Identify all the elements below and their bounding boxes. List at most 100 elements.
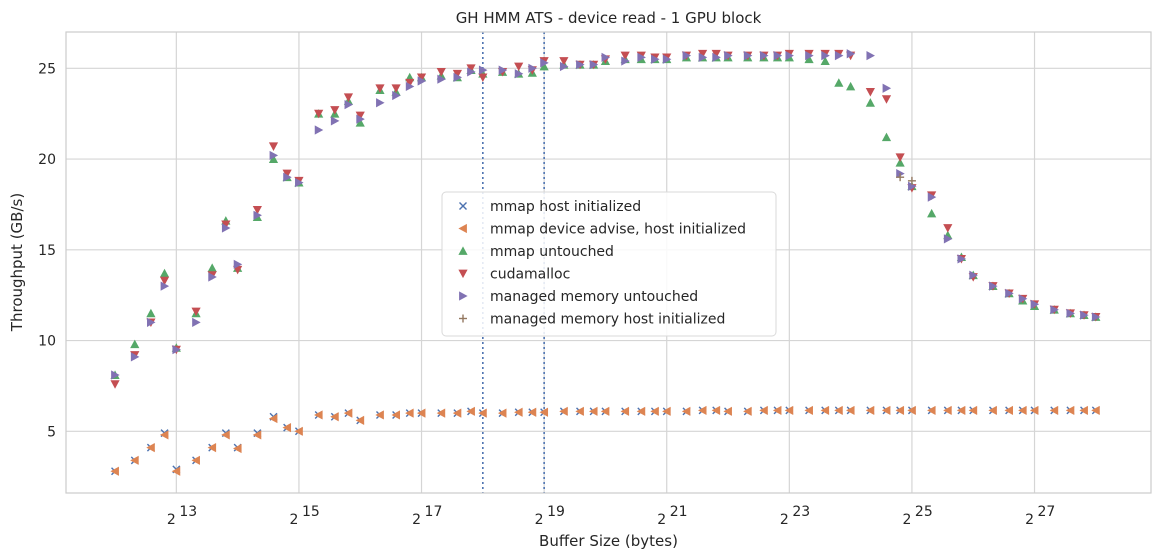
data-point bbox=[405, 78, 415, 88]
x-tick-base: 2 bbox=[902, 512, 911, 528]
data-point bbox=[881, 95, 892, 104]
data-point bbox=[514, 69, 524, 79]
data-point bbox=[907, 405, 916, 416]
data-point bbox=[405, 81, 415, 92]
data-point bbox=[846, 81, 856, 91]
data-point bbox=[111, 370, 120, 380]
data-point bbox=[1049, 405, 1059, 416]
data-point bbox=[743, 406, 752, 416]
data-point bbox=[559, 57, 569, 66]
data-point bbox=[882, 83, 892, 93]
data-point bbox=[330, 412, 339, 422]
x-tick-base: 2 bbox=[657, 512, 666, 528]
data-point bbox=[221, 430, 230, 440]
data-point bbox=[391, 84, 401, 93]
data-point bbox=[416, 73, 427, 82]
data-point bbox=[1005, 288, 1014, 298]
data-point bbox=[601, 52, 611, 63]
data-point bbox=[881, 405, 891, 416]
data-point bbox=[697, 49, 708, 59]
data-point bbox=[478, 73, 488, 82]
data-point bbox=[575, 406, 584, 416]
x-tick-exponent: 17 bbox=[425, 504, 443, 520]
data-point bbox=[804, 54, 814, 64]
data-point bbox=[343, 408, 353, 418]
series-5 bbox=[896, 173, 916, 185]
data-point bbox=[804, 405, 813, 416]
data-point bbox=[252, 430, 262, 440]
y-tick-label: 15 bbox=[38, 243, 56, 259]
data-point bbox=[968, 405, 978, 416]
data-point bbox=[343, 93, 354, 102]
data-point bbox=[221, 220, 231, 229]
data-point bbox=[620, 406, 630, 416]
legend-label: mmap untouched bbox=[490, 244, 614, 260]
data-point bbox=[191, 455, 200, 465]
data-point bbox=[589, 60, 599, 70]
data-point bbox=[436, 68, 446, 77]
data-point bbox=[159, 430, 169, 440]
data-point bbox=[392, 90, 401, 101]
data-point bbox=[207, 443, 217, 453]
data-point bbox=[283, 172, 292, 182]
x-tick-base: 2 bbox=[289, 512, 298, 528]
data-point bbox=[698, 52, 708, 63]
data-point bbox=[208, 272, 217, 282]
data-point bbox=[356, 114, 365, 124]
data-point bbox=[589, 406, 598, 416]
x-tick-base: 2 bbox=[1025, 512, 1034, 528]
legend-item: managed memory host initialized bbox=[459, 312, 725, 328]
data-point bbox=[344, 99, 354, 110]
data-point bbox=[466, 406, 475, 416]
data-point bbox=[846, 405, 855, 416]
data-point bbox=[540, 58, 549, 68]
data-point bbox=[1050, 305, 1059, 315]
data-point bbox=[820, 405, 830, 416]
data-point bbox=[191, 307, 201, 317]
legend-label: mmap device advise, host initialized bbox=[490, 222, 746, 238]
data-point bbox=[498, 65, 508, 75]
data-point bbox=[467, 67, 476, 77]
data-point bbox=[621, 56, 630, 66]
data-point bbox=[130, 455, 139, 465]
data-point bbox=[514, 62, 524, 72]
data-point bbox=[452, 69, 462, 79]
y-tick-label: 25 bbox=[38, 61, 56, 77]
data-point bbox=[233, 443, 242, 454]
data-point bbox=[437, 74, 446, 84]
x-tick-exponent: 21 bbox=[670, 504, 688, 520]
data-point bbox=[514, 407, 523, 417]
data-point bbox=[759, 405, 768, 416]
data-point bbox=[130, 339, 140, 349]
data-point bbox=[943, 234, 953, 244]
data-point bbox=[146, 443, 155, 453]
data-point bbox=[478, 65, 488, 75]
data-point bbox=[988, 405, 997, 416]
x-tick-exponent: 15 bbox=[302, 504, 320, 520]
data-point bbox=[895, 158, 905, 167]
y-tick-label: 20 bbox=[38, 152, 56, 168]
data-point bbox=[865, 405, 875, 416]
data-point bbox=[712, 52, 721, 63]
legend-marker bbox=[459, 291, 468, 301]
data-point bbox=[268, 413, 278, 424]
legend-label: managed memory untouched bbox=[490, 289, 698, 305]
data-point bbox=[314, 125, 324, 135]
data-point bbox=[159, 268, 170, 278]
data-point bbox=[711, 405, 721, 416]
data-point bbox=[1065, 405, 1075, 416]
data-point bbox=[620, 51, 630, 61]
data-point bbox=[743, 50, 753, 61]
data-point bbox=[989, 281, 998, 291]
x-tick-base: 2 bbox=[535, 512, 544, 528]
data-point bbox=[355, 415, 365, 426]
data-point bbox=[896, 173, 905, 182]
data-point bbox=[207, 263, 217, 272]
data-point bbox=[908, 181, 917, 191]
data-point bbox=[943, 224, 953, 233]
data-point bbox=[375, 410, 384, 420]
legend-label: managed memory host initialized bbox=[490, 312, 725, 328]
data-point bbox=[314, 109, 324, 119]
x-tick-base: 2 bbox=[412, 512, 421, 528]
data-point bbox=[172, 345, 181, 355]
